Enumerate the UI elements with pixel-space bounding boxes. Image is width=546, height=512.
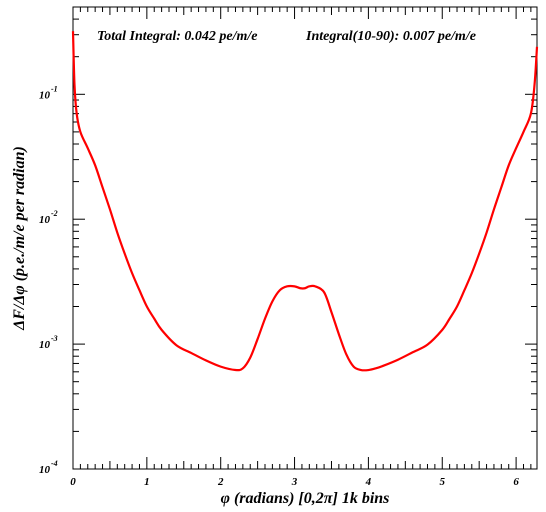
y-axis-label: ΔF/Δφ (p.e./m/e per radian) bbox=[11, 146, 28, 331]
series-line bbox=[71, 31, 539, 372]
x-tick-label: 4 bbox=[365, 476, 372, 488]
y-tick-label: 10 bbox=[39, 214, 51, 226]
y-axis-ticks: 10-410-310-210-1 bbox=[39, 6, 537, 476]
x-tick-label: 3 bbox=[291, 476, 298, 488]
y-tick-label: 10 bbox=[39, 464, 51, 476]
plot-frame bbox=[72, 6, 538, 470]
x-tick-label: 2 bbox=[217, 476, 224, 488]
x-tick-label: 1 bbox=[144, 476, 150, 488]
x-axis-ticks: 0 1 2 3 4 5 6 bbox=[70, 7, 532, 488]
x-tick-label: 5 bbox=[440, 476, 446, 488]
x-tick-label: 0 bbox=[70, 476, 76, 488]
partial-integral-annotation: Integral(10-90): 0.007 pe/m/e bbox=[305, 29, 476, 44]
y-tick-exponent: -4 bbox=[51, 459, 58, 468]
y-tick-label: 10 bbox=[39, 339, 51, 351]
y-tick-exponent: -1 bbox=[51, 84, 58, 93]
x-axis-label: φ (radians) [0,2π] 1k bins bbox=[221, 490, 390, 507]
y-tick-exponent: -3 bbox=[51, 334, 58, 343]
y-tick-exponent: -2 bbox=[51, 209, 58, 218]
y-tick-label: 10 bbox=[39, 89, 51, 101]
x-tick-label: 6 bbox=[513, 476, 519, 488]
total-integral-annotation: Total Integral: 0.042 pe/m/e bbox=[97, 29, 257, 44]
